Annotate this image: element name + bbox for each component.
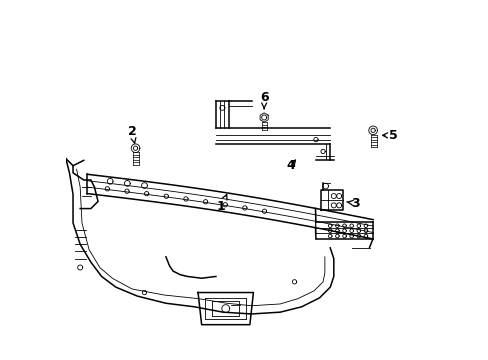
Text: 5: 5 [382, 129, 397, 142]
Text: 1: 1 [217, 194, 226, 213]
Text: 4: 4 [286, 159, 295, 172]
Text: 2: 2 [127, 125, 136, 143]
Text: 6: 6 [259, 91, 268, 109]
Text: 3: 3 [346, 197, 359, 210]
